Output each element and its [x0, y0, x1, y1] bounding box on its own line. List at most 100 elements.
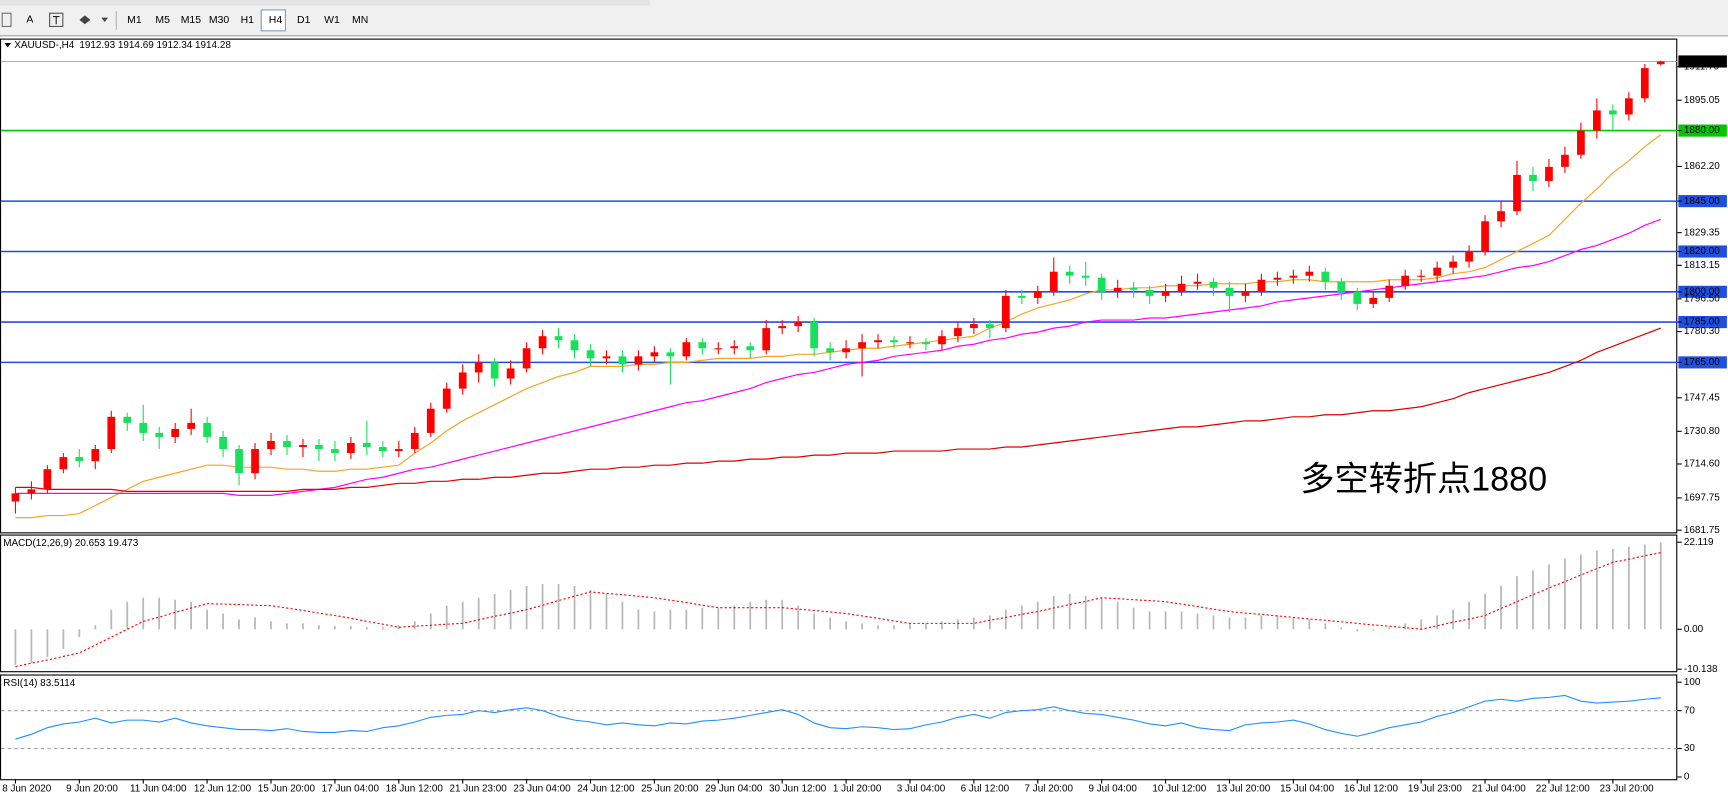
candle-body	[1305, 271, 1314, 276]
candle-body	[1289, 275, 1298, 278]
candle-body	[1608, 110, 1617, 115]
timeframe-button[interactable]: H4	[269, 15, 283, 26]
candle-body	[1033, 291, 1042, 298]
candle-body	[586, 350, 595, 359]
arrow-tool[interactable]	[79, 15, 108, 25]
candle-body	[1497, 211, 1505, 222]
toolbar-top-row	[0, 0, 651, 6]
x-tick-label: 9 Jul 04:00	[1088, 784, 1137, 795]
candle-body	[91, 449, 100, 462]
tool-icon[interactable]	[1, 12, 12, 28]
candle-body	[59, 457, 68, 470]
timeframe-button[interactable]: MN	[352, 15, 368, 26]
x-tick-label: 15 Jun 20:00	[258, 784, 316, 795]
level-label-box	[1678, 245, 1727, 258]
y-tick-label: 0	[1684, 772, 1690, 783]
candle-body	[1449, 261, 1457, 268]
x-tick-label: 25 Jun 20:00	[641, 784, 699, 795]
moving-average	[15, 327, 1661, 492]
level-label-box	[1678, 356, 1727, 369]
chart-title: XAUUSD-,H4	[14, 40, 74, 51]
candle-body	[1097, 277, 1106, 292]
level-label-box	[1678, 195, 1727, 208]
candle-body	[778, 326, 787, 329]
candle-body	[1624, 98, 1633, 115]
candle-body	[1241, 291, 1250, 296]
candle-body	[27, 489, 36, 494]
candle-body	[1401, 275, 1410, 286]
candle-body	[1433, 267, 1441, 276]
candle-body	[698, 342, 707, 349]
moving-average	[15, 134, 1662, 519]
y-tick-label: 0.00	[1684, 624, 1704, 635]
pressed-button	[260, 9, 286, 32]
candle-body	[554, 336, 563, 341]
candle-body	[442, 388, 451, 409]
candle-body	[506, 368, 515, 379]
candle-body	[650, 352, 659, 357]
x-tick-label: 1 Jul 20:00	[833, 784, 882, 795]
y-tick-label: 1862.20	[1684, 161, 1720, 172]
candle-body	[1385, 285, 1394, 298]
candle-body	[522, 348, 531, 369]
candle-body	[235, 449, 243, 474]
timeframe-button[interactable]: W1	[324, 15, 340, 26]
candle-body	[874, 340, 882, 343]
candle-body	[538, 336, 547, 349]
toolbar-background	[0, 0, 1728, 36]
x-tick-label: 17 Jun 04:00	[322, 784, 380, 795]
text-label-tool[interactable]	[49, 12, 64, 28]
candle-body	[1081, 275, 1090, 278]
candle-body	[1577, 130, 1585, 155]
timeframe-button[interactable]: H1	[241, 15, 255, 26]
y-tick-label: 1697.75	[1684, 493, 1720, 504]
panel-title: MACD(12,26,9) 20.653 19.473	[3, 538, 138, 549]
candle-body	[1545, 166, 1553, 181]
candle-body	[922, 342, 930, 345]
y-tick-label: 30	[1684, 743, 1696, 754]
tool-label[interactable]: A	[26, 15, 33, 26]
timeframe-button[interactable]: M30	[209, 15, 230, 26]
candle-body	[1561, 154, 1569, 167]
candle-body	[618, 356, 627, 365]
annotation: 多空转折点1880	[1300, 461, 1547, 499]
candle-body	[458, 372, 467, 389]
candle-body	[746, 346, 755, 351]
x-tick-label: 15 Jul 04:00	[1280, 784, 1334, 795]
timeframe-button[interactable]: M5	[155, 15, 170, 26]
y-tick-label: 22.119	[1684, 537, 1714, 548]
y-tick-label: 1820.00	[1684, 246, 1720, 257]
x-tick-label: 23 Jul 20:00	[1600, 784, 1654, 795]
candle-body	[283, 440, 291, 448]
main-panel-frame	[0, 38, 1678, 534]
timeframe-button[interactable]: D1	[297, 15, 311, 26]
timeframe-button[interactable]: M1	[127, 15, 142, 26]
x-tick-label: 29 Jun 04:00	[705, 784, 763, 795]
y-tick-label: 1747.45	[1684, 392, 1720, 403]
candle-body	[315, 445, 323, 450]
candle-body	[203, 422, 211, 437]
candle-body	[970, 324, 978, 329]
candle-body	[107, 416, 116, 450]
candle-body	[1017, 295, 1026, 298]
candle-body	[155, 432, 164, 437]
candle-body	[1113, 287, 1122, 292]
candle-body	[187, 422, 196, 429]
x-tick-label: 16 Jul 12:00	[1344, 784, 1398, 795]
candle-body	[634, 356, 643, 365]
panel-title: RSI(14) 83.5114	[3, 678, 75, 689]
candle-body	[171, 428, 180, 437]
x-tick-label: 12 Jun 12:00	[194, 784, 252, 795]
x-tick-label: 9 Jun 20:00	[66, 784, 118, 795]
y-tick-label: 70	[1684, 705, 1696, 716]
candle-body	[363, 443, 371, 448]
candle-body	[1513, 174, 1521, 212]
candle-body	[1481, 221, 1489, 252]
candle-body	[1656, 61, 1665, 65]
x-tick-label: 21 Jul 04:00	[1472, 784, 1526, 795]
timeframe-button[interactable]: M15	[181, 15, 202, 26]
candle-body	[394, 449, 403, 452]
x-tick-label: 18 Jun 12:00	[386, 784, 444, 795]
ohlc-values: 1912.93 1914.69 1912.34 1914.28	[79, 40, 231, 51]
